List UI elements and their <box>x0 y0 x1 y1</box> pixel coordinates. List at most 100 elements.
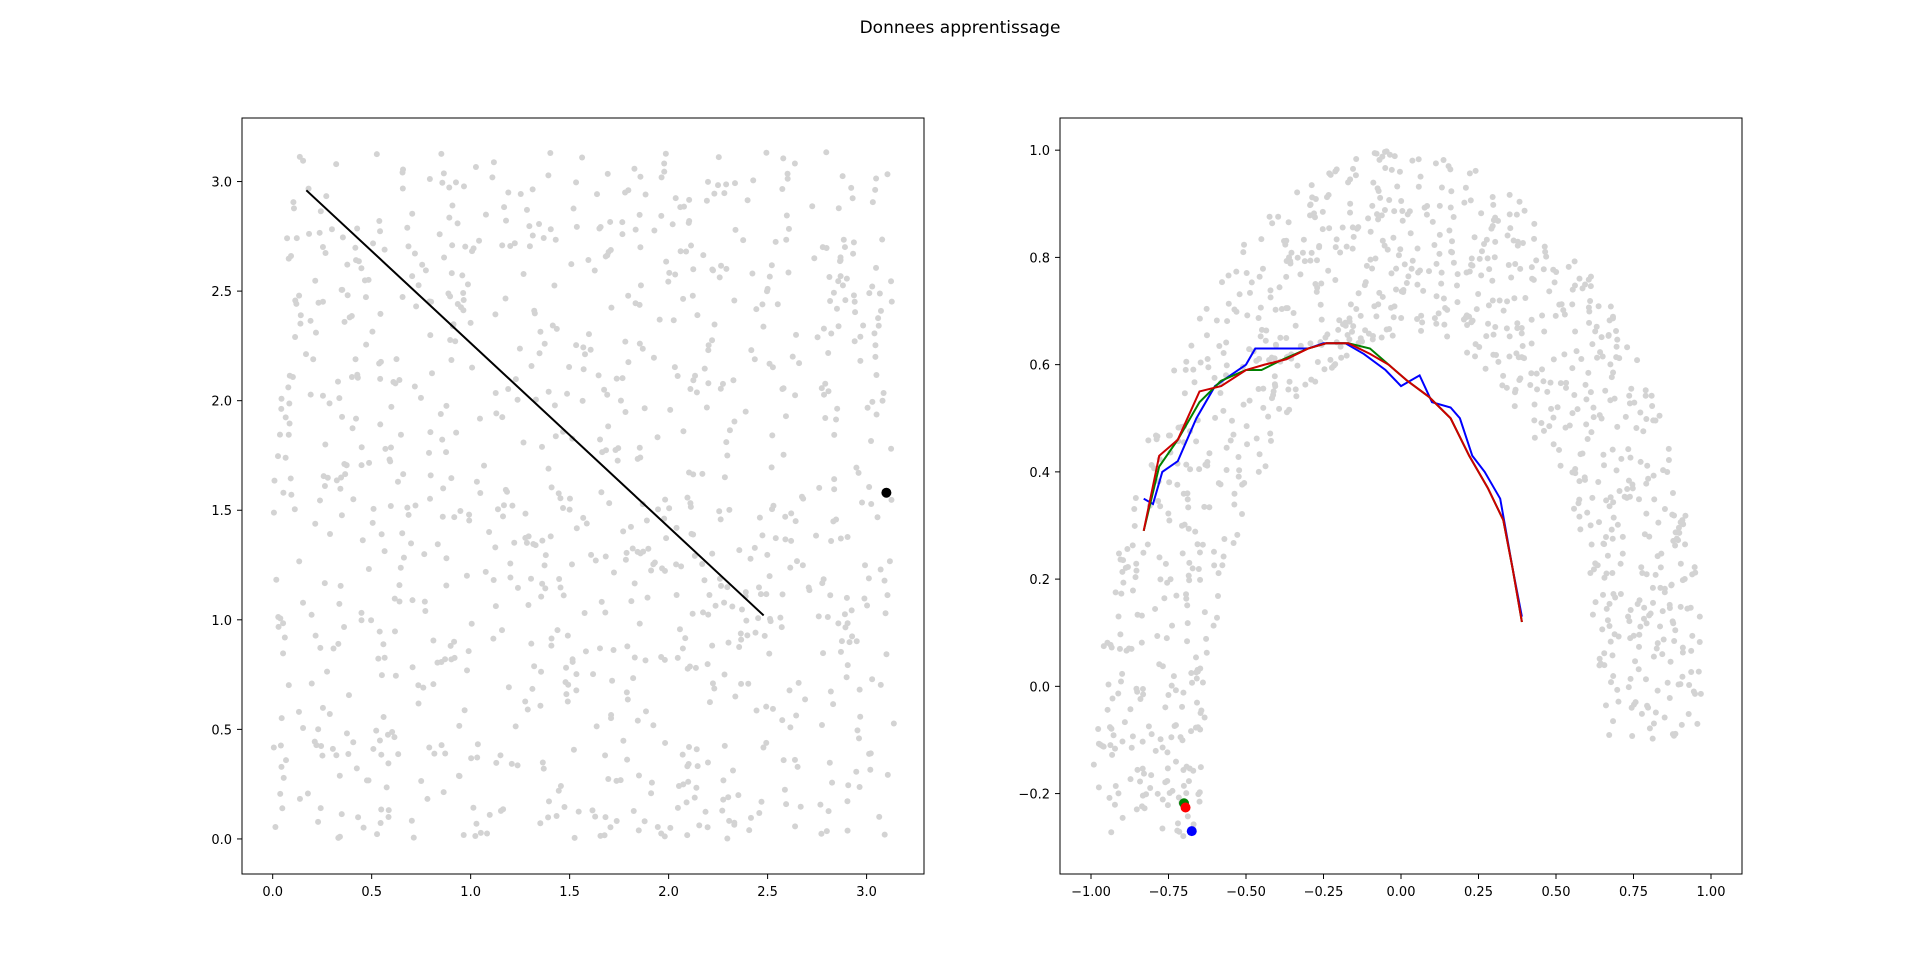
background-point <box>1587 522 1594 529</box>
background-point <box>1336 317 1343 324</box>
background-point <box>1408 265 1415 272</box>
background-point <box>655 506 662 513</box>
background-point <box>1589 611 1596 618</box>
background-point <box>1399 217 1406 224</box>
background-point <box>410 834 417 841</box>
background-point <box>279 805 286 812</box>
background-point <box>1595 303 1602 310</box>
series-line-2 <box>1142 342 1523 623</box>
background-point <box>1665 445 1672 452</box>
background-point <box>472 163 479 170</box>
background-point <box>1633 424 1640 431</box>
background-point <box>1308 376 1315 383</box>
background-point <box>637 454 644 461</box>
background-point <box>1600 451 1607 458</box>
background-point <box>439 436 446 443</box>
background-point <box>1414 281 1421 288</box>
background-point <box>1447 166 1454 173</box>
background-point <box>631 654 638 661</box>
background-point <box>560 592 567 599</box>
background-point <box>449 202 456 209</box>
background-point <box>1614 521 1621 528</box>
background-point <box>830 701 837 708</box>
background-point <box>1606 503 1613 510</box>
background-point <box>1168 734 1175 741</box>
background-point <box>1618 455 1625 462</box>
background-point <box>1627 454 1634 461</box>
background-point <box>585 257 592 264</box>
background-point <box>1643 480 1650 487</box>
background-point <box>569 656 576 663</box>
background-point <box>1257 304 1264 311</box>
background-point <box>815 613 822 620</box>
background-point <box>1383 326 1390 333</box>
background-point <box>833 305 840 312</box>
background-point <box>605 423 612 430</box>
background-point <box>1644 702 1651 709</box>
background-point <box>1297 271 1304 278</box>
background-point <box>1613 354 1620 361</box>
background-point <box>1240 249 1247 256</box>
background-point <box>675 782 682 789</box>
background-point <box>796 360 803 367</box>
background-point <box>1476 255 1483 262</box>
background-point <box>429 370 436 377</box>
background-point <box>1235 454 1242 461</box>
background-point <box>687 385 694 392</box>
background-point <box>328 226 335 233</box>
background-point <box>421 551 428 558</box>
background-point <box>1255 468 1262 475</box>
background-point <box>385 760 392 767</box>
background-point <box>375 655 382 662</box>
background-point <box>529 685 536 692</box>
background-point <box>545 814 552 821</box>
background-point <box>1643 620 1650 627</box>
y-tick-label: 3.0 <box>211 176 232 191</box>
background-point <box>1677 560 1684 567</box>
background-point <box>1587 570 1594 577</box>
background-point <box>1505 262 1512 269</box>
background-point <box>1409 157 1416 164</box>
background-point <box>1179 737 1186 744</box>
background-point <box>1192 654 1199 661</box>
background-point <box>1672 542 1679 549</box>
background-point <box>837 273 844 280</box>
background-point <box>1571 505 1578 512</box>
background-point <box>1583 421 1590 428</box>
background-point <box>528 362 535 369</box>
background-point <box>1122 564 1129 571</box>
background-point <box>1513 211 1520 218</box>
background-point <box>709 642 716 649</box>
background-point <box>443 402 450 409</box>
background-point <box>691 552 698 559</box>
background-point <box>381 654 388 661</box>
background-point <box>376 737 383 744</box>
background-point <box>1292 386 1299 393</box>
background-point <box>689 610 696 617</box>
background-point <box>1272 306 1279 313</box>
background-point <box>472 832 479 839</box>
background-point <box>1374 211 1381 218</box>
background-point <box>742 408 749 415</box>
background-point <box>354 225 361 232</box>
background-point <box>1586 319 1593 326</box>
background-point <box>661 833 668 840</box>
background-point <box>1152 747 1159 754</box>
background-point <box>1154 790 1161 797</box>
background-point <box>526 243 533 250</box>
background-point <box>1127 776 1134 783</box>
background-point <box>436 231 443 238</box>
y-tick-label: 0.8 <box>1029 251 1050 266</box>
background-point <box>634 548 641 555</box>
background-point <box>850 250 857 257</box>
background-point <box>426 449 433 456</box>
background-point <box>553 325 560 332</box>
background-point <box>699 470 706 477</box>
background-point <box>756 810 763 817</box>
y-tick-label: 0.0 <box>1029 680 1050 695</box>
background-point <box>1636 597 1643 604</box>
background-point <box>1174 481 1181 488</box>
background-point <box>400 166 407 173</box>
background-point <box>1195 566 1202 573</box>
